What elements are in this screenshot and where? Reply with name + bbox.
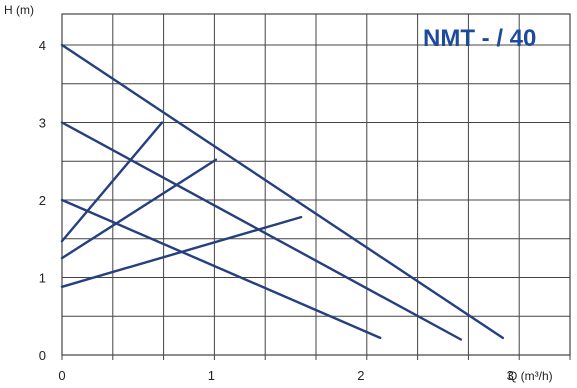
y-tick-label: 4 — [39, 38, 46, 53]
x-tick-label: 3 — [507, 368, 514, 383]
y-tick-label: 2 — [39, 193, 46, 208]
grid — [61, 13, 571, 356]
series-line-1 — [60, 43, 504, 340]
y-tick-labels: 0 1 2 3 4 — [39, 38, 46, 363]
x-tick-label: 0 — [58, 368, 65, 383]
x-tick-labels: 0 1 2 3 — [58, 355, 571, 383]
series-line-5 — [60, 158, 218, 260]
y-tick-label: 1 — [39, 271, 46, 286]
x-tick-label: 2 — [357, 368, 364, 383]
series-line-4 — [60, 121, 164, 243]
y-tick-label: 3 — [39, 116, 46, 131]
y-axis-label: H (m) — [4, 3, 34, 17]
x-axis-label: Q (m³/h) — [508, 369, 553, 383]
x-tick-label: 1 — [208, 368, 215, 383]
series-line-2 — [60, 121, 463, 341]
chart-title: NMT - / 40 — [423, 25, 536, 52]
y-tick-label: 0 — [39, 348, 46, 363]
series-line-6 — [60, 215, 303, 288]
series-group — [60, 43, 504, 341]
